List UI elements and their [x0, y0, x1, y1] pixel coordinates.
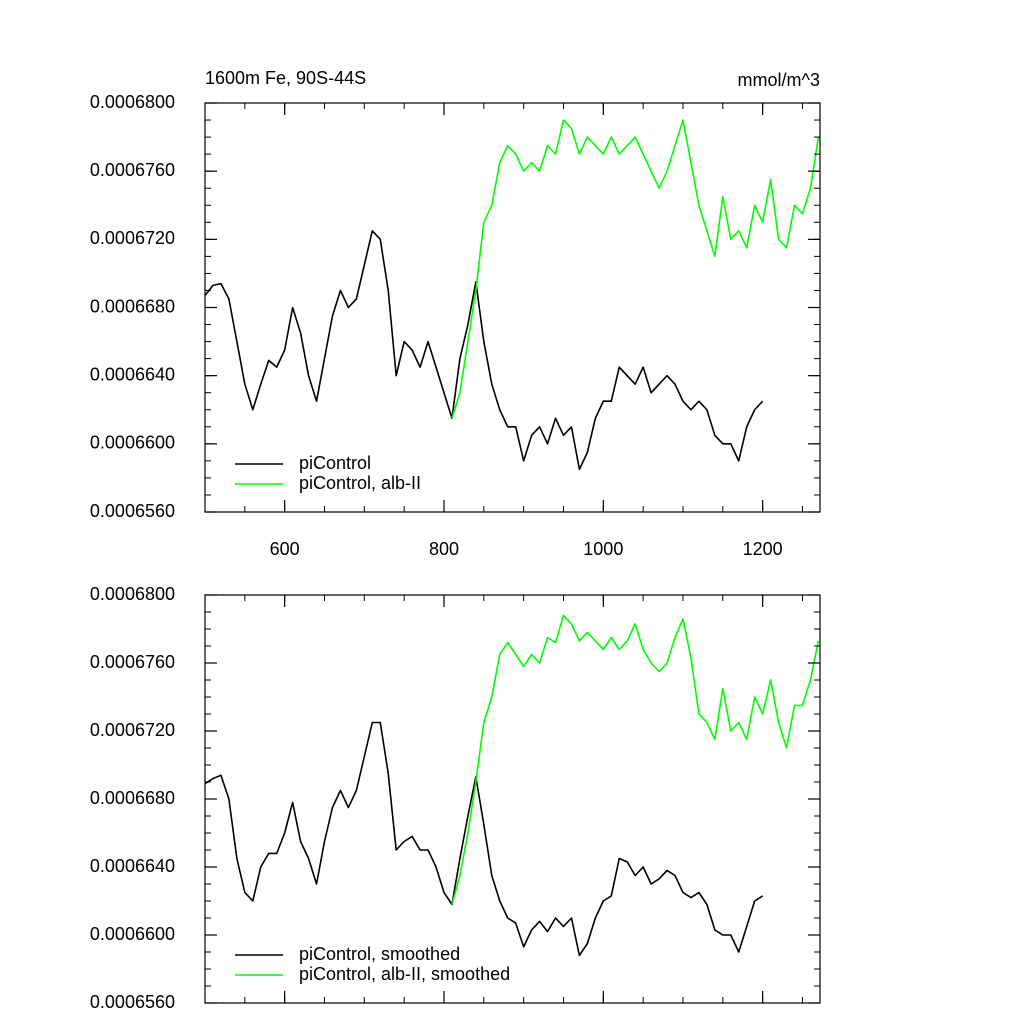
- y-tick-label: 0.0006680: [90, 788, 175, 808]
- legend-label: piControl, alb-II: [299, 473, 421, 493]
- panel: 0.0006560 0.0006600 0.0006640 0.0006680 0.00…: [90, 584, 821, 1012]
- y-tick-label: 0.0006640: [90, 856, 175, 876]
- y-tick-label: 0.0006560: [90, 501, 175, 521]
- data-line: [204, 230, 764, 471]
- y-tick-label: 0.0006720: [90, 228, 175, 248]
- legend-label: piControl, smoothed: [299, 944, 460, 964]
- y-tick-label: 0.0006760: [90, 160, 175, 180]
- y-tick-label: 0.0006680: [90, 296, 175, 316]
- chart-title: 1600m Fe, 90S-44S: [205, 68, 366, 88]
- y-tick-label: 0.0006800: [90, 92, 175, 112]
- plot-frame: [204, 102, 821, 513]
- x-tick-label: 1000: [583, 539, 623, 559]
- y-tick-label: 0.0006600: [90, 924, 175, 944]
- x-tick-label: 600: [270, 539, 300, 559]
- panel: 1600m Fe, 90S-44S mmol/m^3 0.0006560 0.0006…: [90, 68, 821, 559]
- legend-label: piControl, alb-II, smoothed: [299, 964, 510, 984]
- y-tick-label: 0.0006600: [90, 433, 175, 453]
- y-tick-label: 0.0006720: [90, 720, 175, 740]
- data-line: [451, 614, 820, 905]
- x-tick-label: 1200: [743, 539, 783, 559]
- data-line: [204, 721, 764, 957]
- legend-label: piControl: [299, 453, 371, 473]
- x-tick-label: 800: [429, 539, 459, 559]
- y-units: mmol/m^3: [738, 70, 820, 90]
- y-tick-label: 0.0006760: [90, 652, 175, 672]
- plot-frame: [204, 594, 821, 1004]
- y-tick-label: 0.0006640: [90, 364, 175, 384]
- data-line: [451, 119, 820, 419]
- y-tick-label: 0.0006800: [90, 584, 175, 604]
- y-tick-label: 0.0006560: [90, 992, 175, 1012]
